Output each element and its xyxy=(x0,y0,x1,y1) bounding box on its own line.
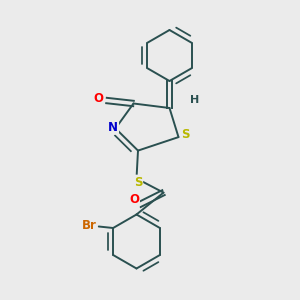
Text: S: S xyxy=(134,176,142,189)
Text: H: H xyxy=(190,95,199,105)
Text: O: O xyxy=(129,193,139,206)
Text: N: N xyxy=(108,121,118,134)
Text: O: O xyxy=(93,92,103,105)
Text: S: S xyxy=(181,128,189,141)
Text: Br: Br xyxy=(82,219,97,232)
